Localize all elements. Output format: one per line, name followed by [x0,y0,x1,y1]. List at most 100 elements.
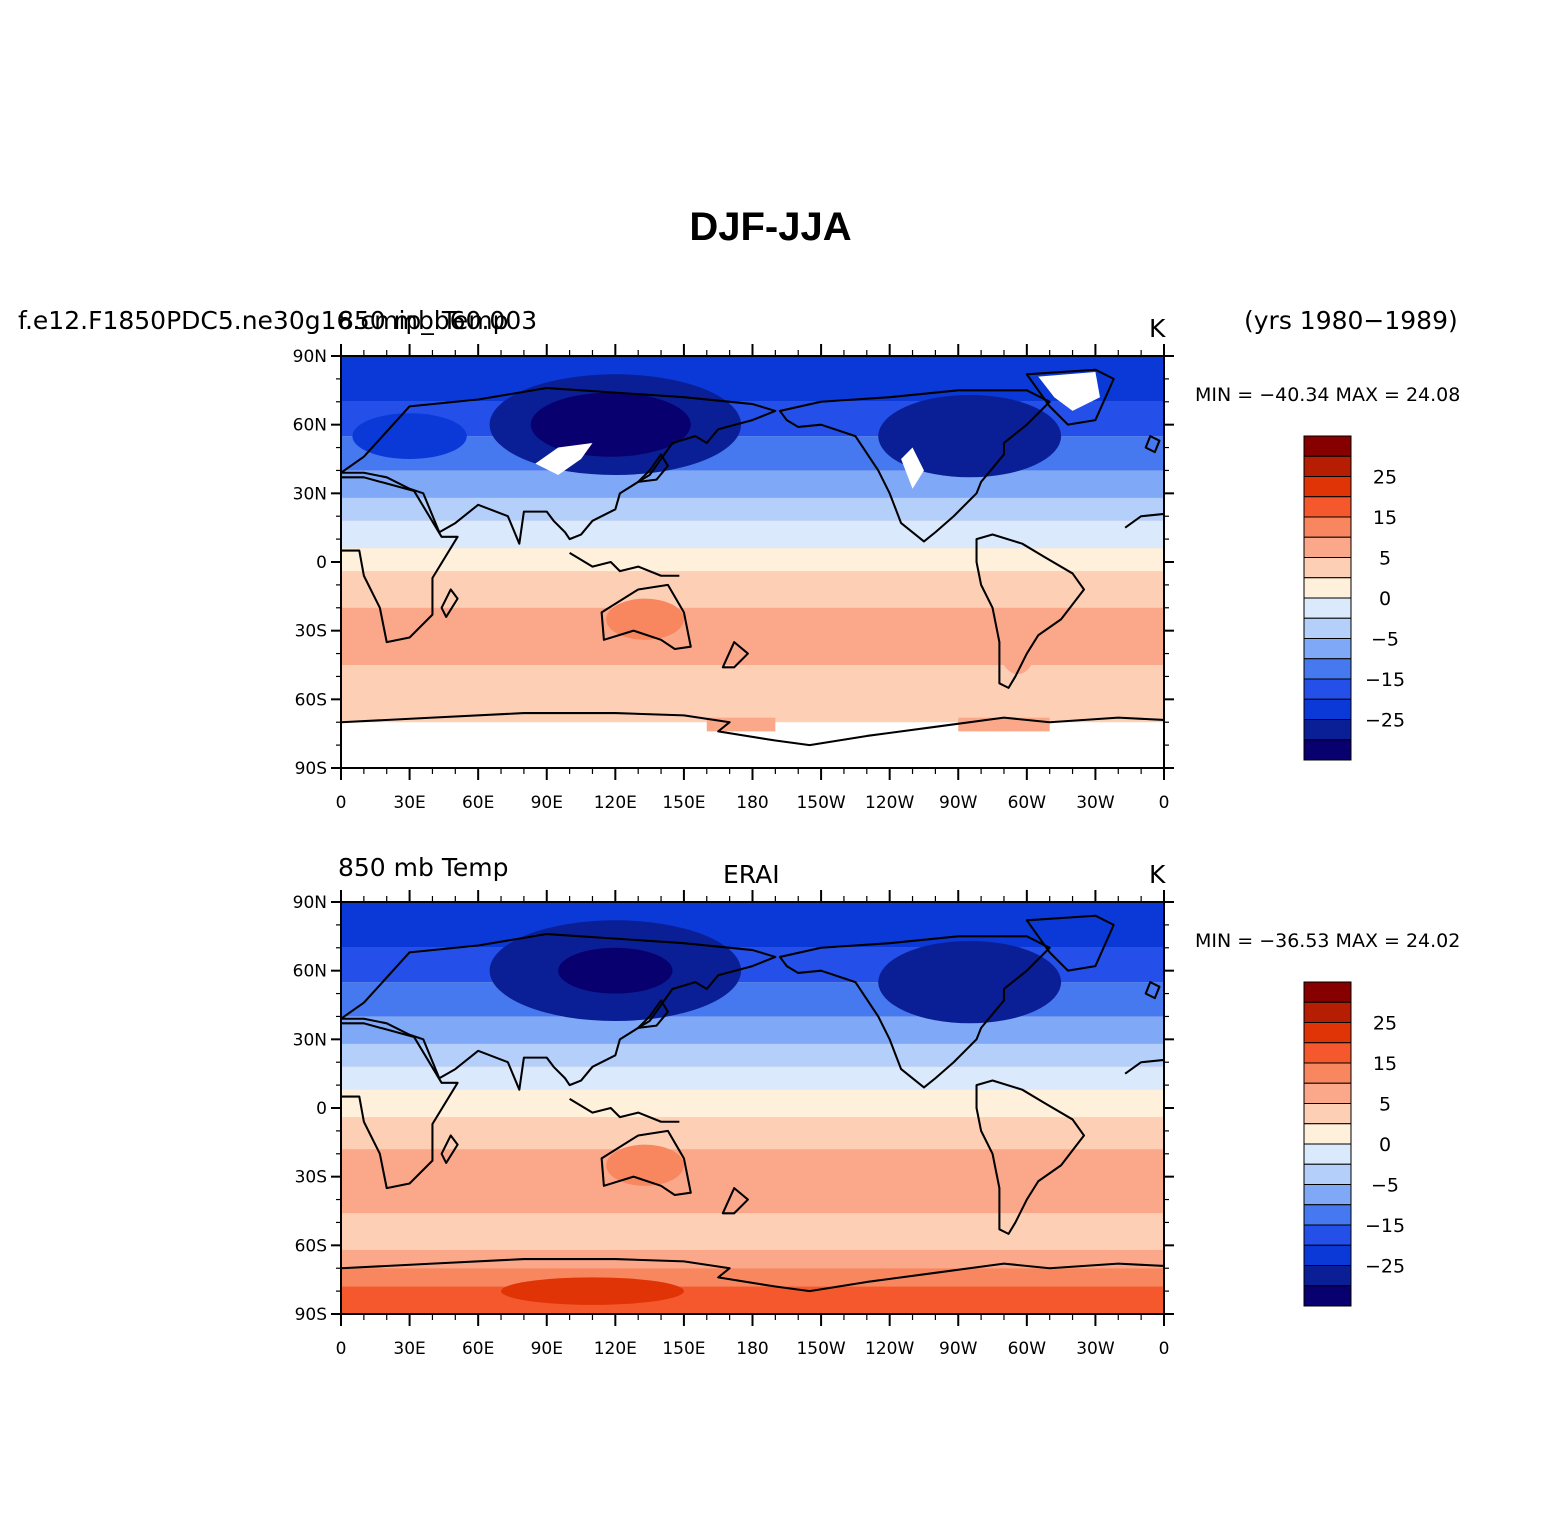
panel2-lat-label: 30S [295,1168,327,1188]
panel2-lon-label: 120W [865,1339,914,1359]
panel1-lon-label: 150E [662,793,705,813]
panel1-lat-label: 30S [295,622,327,642]
panel2-units: K [1149,860,1166,889]
panel1-lat-label: 60N [293,416,327,436]
panel2-lon-label: 30W [1076,1339,1115,1359]
panel1-colorbar-box [1303,698,1352,720]
panel2-lon-label: 150E [662,1339,705,1359]
panel1-colorbar-label: −5 [1371,629,1399,651]
panel1-lon-label: 180 [736,793,768,813]
panel2-colorbar-box [1303,1103,1352,1125]
panel1-lat-label: 90S [295,759,327,779]
panel1-lon-label: 60E [462,793,494,813]
panel1-lat-label: 60S [295,690,327,710]
panel2-colorbar-box [1303,1184,1352,1206]
panel2-lat-label: 0 [316,1099,327,1119]
figure-title: DJF-JJA [689,205,852,249]
panel1-colorbar-box [1303,516,1352,538]
panel2-colorbar-label: 25 [1373,1013,1397,1035]
panel2-colorbar: 25 15 5 0 −5 −15 −25 [1303,981,1405,1307]
panel1-min-max: MIN = −40.34 MAX = 24.08 [1195,384,1461,406]
panel2-lat-label: 90N [293,893,327,913]
panel1-colorbar: 25 15 5 0 −5 −15 −25 [1303,435,1405,761]
panel2-colorbar-box [1303,981,1352,1003]
panel2-map [341,902,1164,1314]
panel1-lon-label: 150W [796,793,845,813]
panel1-colorbar-box [1303,678,1352,700]
panel2-lon-label: 120E [594,1339,637,1359]
panel2-colorbar-label: −25 [1365,1256,1405,1278]
panel1-units: K [1149,314,1166,343]
panel2-lon-label: 90W [939,1339,978,1359]
panel2-min-max: MIN = −36.53 MAX = 24.02 [1195,930,1461,952]
panel1-lon-label: 0 [336,793,347,813]
panel2-lon-label: 90E [531,1339,563,1359]
panel1-colorbar-label: 25 [1373,467,1397,489]
panel2-colorbar-box [1303,1204,1352,1226]
panel2-colorbar-box [1303,1123,1352,1145]
panel1-colorbar-box [1303,577,1352,599]
panel2-axes: 90N 60N 30N 0 30S 60S 90S 0 30E 60E 90E 120E 150E 180… [293,890,1174,1359]
panel2-colorbar-box [1303,1143,1352,1165]
panel2-colorbar-box [1303,1163,1352,1185]
panel2-colorbar-label: −5 [1371,1175,1399,1197]
panel2-colorbar-box [1303,1244,1352,1266]
panel2-lon-label: 60E [462,1339,494,1359]
panel1-lat-label: 90N [293,347,327,367]
panel2-colorbar-box [1303,1001,1352,1023]
panel1-colorbar-label: 15 [1373,507,1397,529]
panel1-colorbar-box [1303,476,1352,498]
panel2-colorbar-box [1303,1062,1352,1084]
panel1-colorbar-label: 5 [1379,548,1391,570]
panel1-colorbar-label: 0 [1379,588,1391,610]
panel2-lon-label: 60W [1008,1339,1047,1359]
panel1-lon-label: 30W [1076,793,1115,813]
panel1-lon-label: 0 [1159,793,1170,813]
panel2-colorbar-box [1303,1285,1352,1307]
panel1-axes: 90N 60N 30N 0 30S 60S 90S 0 30E 60E 90E 120E 150E 180… [293,344,1174,813]
panel2-lon-label: 180 [736,1339,768,1359]
panel2-lat-label: 60S [295,1236,327,1256]
panel1-colorbar-box [1303,597,1352,619]
panel2-colorbar-label: −15 [1365,1215,1405,1237]
panel1-colorbar-box [1303,658,1352,680]
panel2-lon-label: 0 [336,1339,347,1359]
panel1-map [341,356,1164,768]
panel2-lon-label: 30E [393,1339,425,1359]
panel1-lat-label: 30N [293,484,327,504]
panel1-colorbar-box [1303,435,1352,457]
panel1-colorbar-label: −25 [1365,710,1405,732]
panel2-lat-label: 60N [293,962,327,982]
panel2-variable: 850 mb Temp [338,853,509,882]
panel1-colorbar-box [1303,739,1352,761]
panel1-lat-label: 0 [316,553,327,573]
panel1-lon-label: 60W [1008,793,1047,813]
panel1-case-name: f.e12.F1850PDC5.ne30g16.cmip_b60.003 [18,306,538,335]
panel1-colorbar-box [1303,617,1352,639]
panel2-colorbar-box [1303,1224,1352,1246]
years-label: (yrs 1980−1989) [1244,306,1458,335]
panel2-colorbar-label: 0 [1379,1134,1391,1156]
panel1-colorbar-box [1303,455,1352,477]
panel2-colorbar-label: 5 [1379,1094,1391,1116]
panel1-lon-label: 90W [939,793,978,813]
panel2-lon-label: 150W [796,1339,845,1359]
panel1-colorbar-box [1303,638,1352,660]
panel2-lon-label: 0 [1159,1339,1170,1359]
panel2-lat-label: 30N [293,1030,327,1050]
panel2-colorbar-label: 15 [1373,1053,1397,1075]
panel1-lon-label: 120E [594,793,637,813]
panel1-lon-label: 90E [531,793,563,813]
panel1-colorbar-box [1303,536,1352,558]
panel2-center-label: ERAI [723,860,780,889]
panel1-lon-label: 120W [865,793,914,813]
panel1-colorbar-box [1303,496,1352,518]
panel2-colorbar-box [1303,1082,1352,1104]
panel2-colorbar-box [1303,1022,1352,1044]
panel1-colorbar-label: −15 [1365,669,1405,691]
panel1-colorbar-box [1303,557,1352,579]
panel1-variable: 850 mb Temp [338,306,509,335]
panel2-colorbar-box [1303,1042,1352,1064]
panel2-lat-label: 90S [295,1305,327,1325]
